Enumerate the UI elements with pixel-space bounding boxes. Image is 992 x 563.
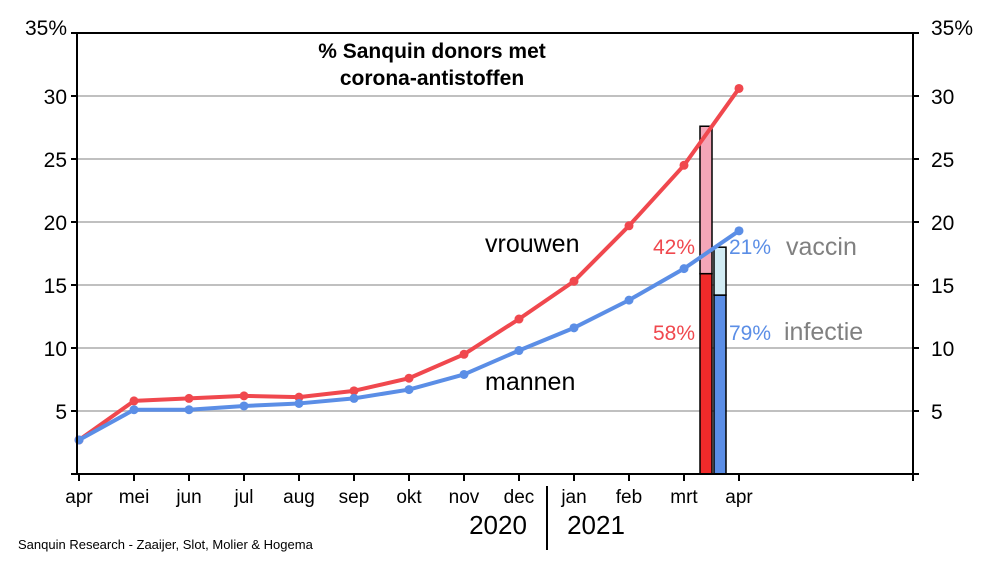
annotation-mannen: mannen bbox=[485, 368, 575, 396]
x-tick-label: apr bbox=[65, 487, 93, 508]
series-lines bbox=[74, 83, 744, 445]
x-tick-label: apr bbox=[725, 487, 753, 508]
y-tick-label-left: 5 bbox=[55, 401, 67, 424]
chart-title-line1: % Sanquin donors met bbox=[318, 40, 546, 63]
bar-vrouwen-infectie bbox=[699, 272, 713, 475]
point-vrouwen bbox=[679, 160, 689, 170]
point-vrouwen bbox=[184, 393, 194, 403]
label-men-vaccin-pct: 21% bbox=[729, 236, 771, 259]
year-label-2021: 2021 bbox=[567, 510, 625, 540]
label-women-infectie-pct: 58% bbox=[653, 322, 695, 345]
point-vrouwen bbox=[349, 386, 359, 396]
y-tick-label-right: 35% bbox=[931, 17, 973, 40]
y-tick-label-right: 10 bbox=[931, 338, 954, 361]
point-vrouwen bbox=[239, 391, 249, 401]
x-tick-label: jun bbox=[175, 487, 201, 508]
point-mannen bbox=[679, 264, 689, 274]
point-mannen bbox=[129, 405, 139, 415]
x-tick-label: okt bbox=[396, 487, 422, 508]
y-tick-label-right: 20 bbox=[931, 212, 954, 235]
annotation-vrouwen: vrouwen bbox=[485, 230, 580, 258]
label-men-infectie-pct: 79% bbox=[729, 322, 771, 345]
point-mannen bbox=[459, 369, 469, 379]
x-tick-label: aug bbox=[283, 487, 315, 508]
x-tick-label: dec bbox=[504, 487, 535, 508]
point-vrouwen bbox=[514, 314, 524, 324]
labels: % Sanquin donors met corona-antistoffen … bbox=[18, 40, 863, 552]
point-mannen bbox=[349, 393, 359, 403]
x-tick-label: jul bbox=[233, 487, 253, 508]
label-women-vaccin-pct: 42% bbox=[653, 236, 695, 259]
series-line-mannen bbox=[78, 229, 741, 442]
point-mannen bbox=[74, 435, 84, 445]
y-tick-label-right: 25 bbox=[931, 149, 954, 172]
point-vrouwen bbox=[129, 396, 139, 406]
point-vrouwen bbox=[734, 83, 744, 93]
point-vrouwen bbox=[569, 276, 579, 286]
y-tick-label-left: 20 bbox=[44, 212, 67, 235]
annotation-infectie: infectie bbox=[784, 318, 863, 346]
y-tick-label-left: 30 bbox=[44, 86, 67, 109]
gridlines bbox=[77, 95, 913, 412]
bar-mannen-vaccin bbox=[713, 246, 727, 296]
stacked-bars bbox=[699, 125, 727, 475]
point-mannen bbox=[734, 226, 744, 236]
y-tick-label-left: 35% bbox=[25, 17, 67, 40]
point-vrouwen bbox=[294, 392, 304, 402]
y-tick-label-left: 10 bbox=[44, 338, 67, 361]
x-tick-label: feb bbox=[616, 487, 642, 508]
point-vrouwen bbox=[624, 221, 634, 231]
annotation-vaccin: vaccin bbox=[786, 233, 857, 261]
x-tick-label: nov bbox=[449, 487, 480, 508]
chart-title-line2: corona-antistoffen bbox=[340, 67, 524, 90]
y-tick-label-right: 30 bbox=[931, 86, 954, 109]
x-tick-label: jan bbox=[560, 487, 586, 508]
credit-text: Sanquin Research - Zaaijer, Slot, Molier… bbox=[18, 537, 314, 552]
point-mannen bbox=[294, 398, 304, 408]
y-tick-label-right: 5 bbox=[931, 401, 943, 424]
y-tick-label-left: 25 bbox=[44, 149, 67, 172]
point-mannen bbox=[184, 405, 194, 415]
point-mannen bbox=[404, 385, 414, 395]
bar-vrouwen-vaccin bbox=[699, 125, 713, 275]
point-mannen bbox=[624, 295, 634, 305]
bar-mannen-infectie bbox=[713, 294, 727, 475]
year-label-2020: 2020 bbox=[469, 510, 527, 540]
y-tick-label-right: 15 bbox=[931, 275, 954, 298]
point-mannen bbox=[569, 323, 579, 333]
point-vrouwen bbox=[404, 373, 414, 383]
point-mannen bbox=[514, 346, 524, 356]
y-tick-label-left: 15 bbox=[44, 275, 67, 298]
x-tick-label: mrt bbox=[670, 487, 698, 508]
point-mannen bbox=[239, 401, 249, 411]
x-tick-label: sep bbox=[339, 487, 370, 508]
x-tick-label: mei bbox=[119, 487, 150, 508]
point-vrouwen bbox=[459, 349, 469, 359]
